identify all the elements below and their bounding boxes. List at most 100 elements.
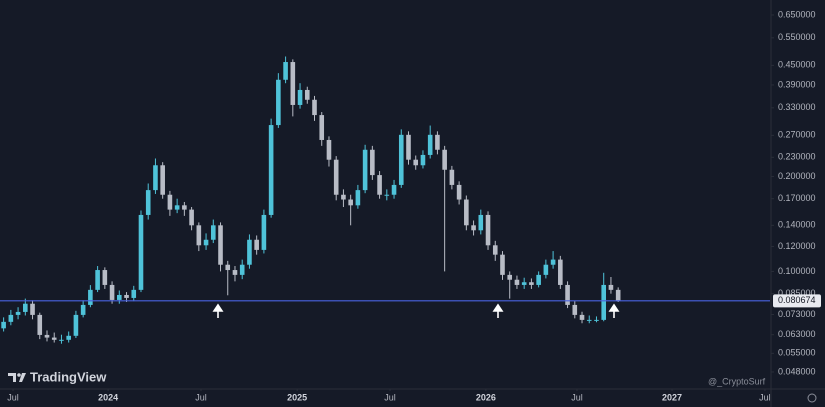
logo-mark [19, 373, 26, 382]
candle-body [131, 289, 137, 298]
x-tick-label: Jul [7, 392, 19, 402]
x-tick-label: 2024 [98, 392, 118, 402]
y-tick-label: 0.170000 [778, 193, 816, 203]
candle-body [88, 289, 93, 305]
candle-body [138, 214, 144, 290]
logo-mark [8, 373, 16, 382]
candle-body [153, 165, 158, 191]
candle-body [276, 79, 281, 126]
candle-body [225, 264, 231, 271]
candle-body [232, 270, 238, 275]
candle-body [283, 62, 288, 80]
candle-body [355, 190, 361, 206]
candle-body [44, 334, 50, 338]
y-tick-label: 0.140000 [778, 220, 816, 230]
candle-body [261, 214, 267, 250]
candle-body [196, 225, 202, 246]
y-tick-label: 0.390000 [778, 79, 816, 89]
price-label-box [773, 294, 821, 308]
candle-body [326, 139, 332, 160]
candle-body [218, 225, 223, 265]
candle-body [66, 335, 71, 340]
candle-body [608, 284, 614, 290]
candle-body [37, 314, 43, 335]
candle-body [370, 149, 375, 176]
candle-body [167, 194, 173, 210]
candle-body [391, 184, 397, 195]
x-tick-label: Jul [384, 392, 396, 402]
candle-body [182, 205, 187, 210]
candle-body [8, 314, 14, 322]
y-tick-label: 0.120000 [778, 241, 816, 251]
candle-body [203, 239, 209, 246]
candle-body [109, 284, 115, 300]
candle-body [449, 169, 455, 185]
candle-body [413, 159, 419, 166]
candle-body [116, 294, 122, 300]
y-tick-label: 0.550000 [778, 32, 816, 42]
candle-body [145, 190, 151, 215]
candle-body [30, 303, 35, 315]
candle-body [348, 199, 353, 206]
candle-body [521, 282, 527, 285]
candle-body [456, 184, 462, 200]
candle-body [377, 175, 382, 195]
y-tick-label: 0.048000 [778, 366, 816, 376]
candle-body [529, 282, 534, 285]
logo-dot [17, 373, 21, 377]
arrow-head [608, 303, 620, 312]
candle-body [210, 225, 216, 240]
candle-body [95, 270, 100, 290]
candle-body [319, 115, 325, 140]
y-tick-label: 0.055000 [778, 348, 816, 358]
watermark: TradingView [30, 369, 107, 384]
candle-body [239, 264, 245, 275]
candle-body [124, 294, 129, 298]
candle-body [435, 134, 440, 150]
y-tick-label: 0.230000 [778, 152, 816, 162]
candle-body [362, 149, 368, 191]
candle-body [290, 62, 296, 105]
candle-body [297, 89, 303, 105]
candle-body [174, 205, 180, 210]
candle-body [615, 289, 621, 301]
candle-body [572, 304, 578, 315]
author: @_CryptoSurf [708, 376, 766, 386]
x-tick-label: 2025 [287, 392, 307, 402]
candle-body [543, 264, 549, 275]
candle-body [73, 314, 79, 336]
y-tick-label: 0.330000 [778, 102, 816, 112]
candle-body [442, 149, 447, 170]
y-tick-label: 0.100000 [778, 266, 816, 276]
candle-body [601, 284, 607, 320]
candle-body [500, 254, 505, 275]
candle-body [420, 154, 426, 166]
logo [8, 373, 26, 382]
candle-body [398, 134, 404, 185]
candle-body [586, 319, 592, 321]
candle-body [15, 311, 21, 315]
candle-body [59, 339, 64, 341]
arrow-head [212, 303, 224, 312]
x-tick-label: Jul [195, 392, 207, 402]
price-label: 0.080674 [778, 295, 816, 305]
y-tick-label: 0.063000 [778, 329, 816, 339]
candle-body [492, 245, 498, 255]
candle-body [102, 270, 108, 285]
x-tick-label: 2027 [662, 392, 682, 402]
candle-body [189, 209, 194, 226]
settings-icon[interactable] [807, 393, 817, 403]
y-tick-label: 0.200000 [778, 171, 816, 181]
arrows [212, 303, 620, 318]
candle-body [304, 89, 310, 100]
candle-body [550, 259, 556, 265]
candle-body [427, 134, 433, 155]
candle-body [594, 319, 599, 321]
candle-body [464, 199, 469, 226]
arrow-head [492, 303, 504, 312]
candle-body [579, 314, 585, 320]
candle-body [478, 214, 484, 231]
